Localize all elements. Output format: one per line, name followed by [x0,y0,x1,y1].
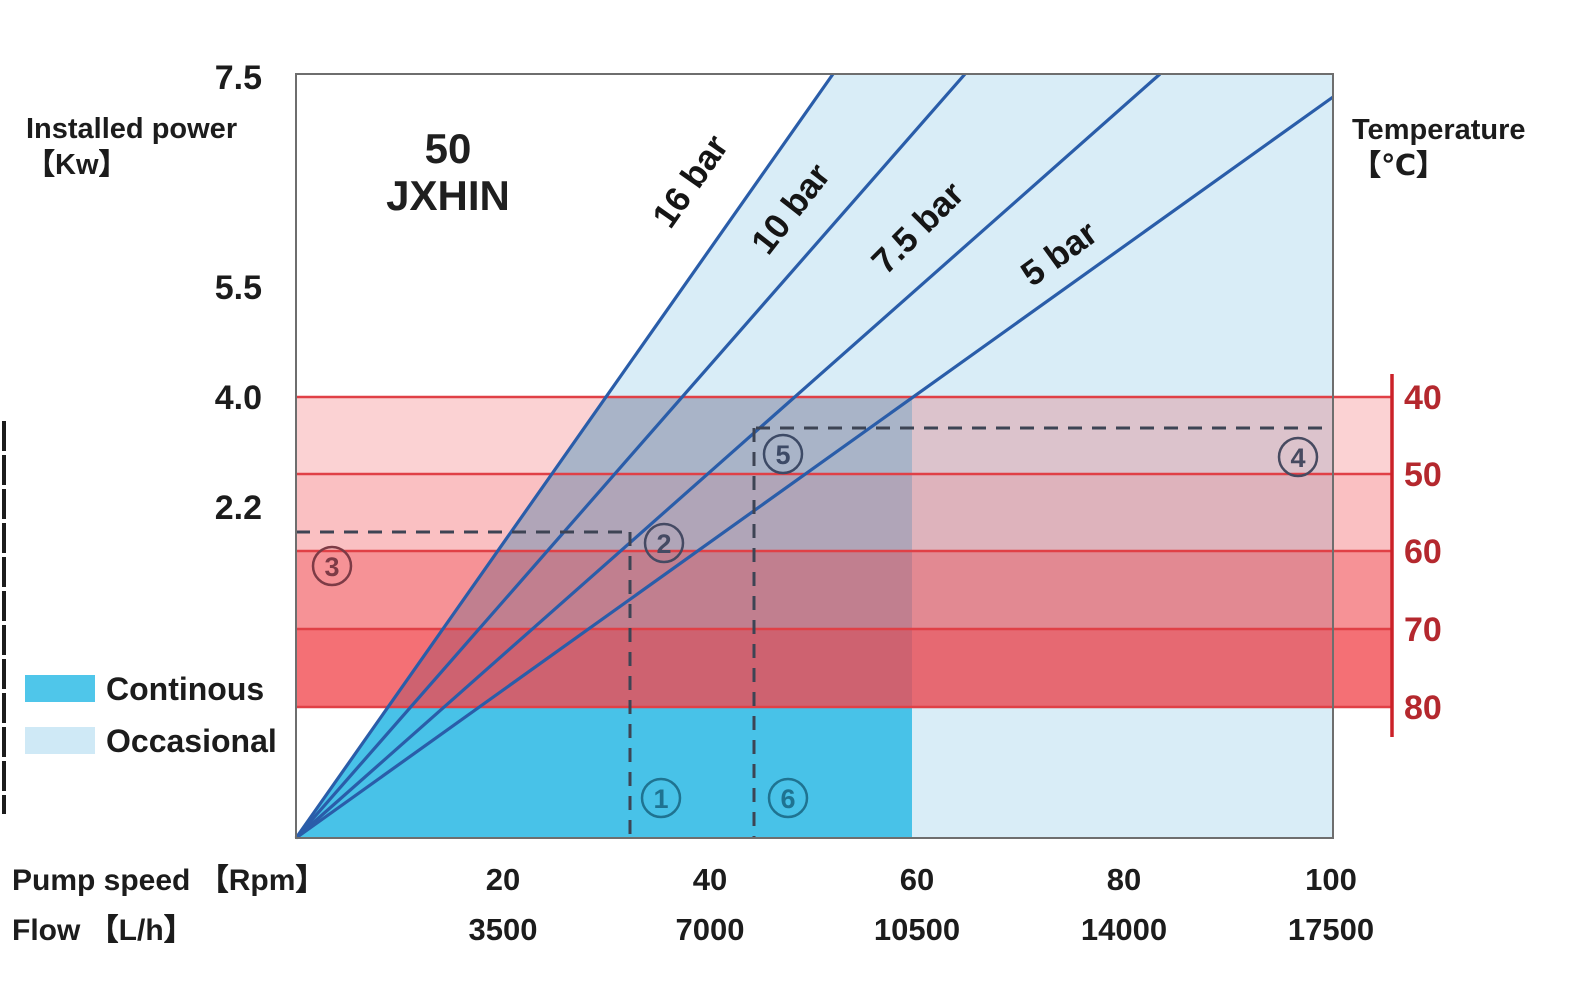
speed-axis-label: Pump speed 【Rpm】 [12,864,325,897]
marker-5: 5 [762,433,804,475]
speed-tick-80: 80 [1107,862,1141,897]
marker-1-circle [640,777,682,819]
speed-tick-20: 20 [486,862,520,897]
legend-label-occasional: Occasional [106,723,277,759]
temp-tick-80: 80 [1404,689,1442,727]
legend-swatch-continuous [25,675,95,702]
power-tick-4-0: 4.0 [215,379,262,417]
temp-band-70-80 [296,629,1392,707]
power-tick-2-2: 2.2 [215,489,262,527]
chart-title-line2: JXHIN [386,172,510,219]
marker-1: 1 [640,777,682,819]
flow-tick-7000: 7000 [676,912,745,947]
curve-10bar [294,72,967,840]
marker-3-number: 3 [324,552,339,582]
speed-tick-100: 100 [1305,862,1357,897]
temp-band-40-50 [296,397,1392,474]
legend: Continous Occasional [25,671,277,759]
marker-2-circle [643,522,685,564]
chart-title-line1: 50 [425,125,472,172]
marker-5-circle [762,433,804,475]
curve-5bar [295,95,1334,840]
flow-tick-10500: 10500 [874,912,960,947]
temp-band-60-70 [296,551,1392,629]
flow-axis-label: Flow 【L/h】 [12,914,194,947]
marker-6: 6 [767,777,809,819]
curve-label-16bar: 16 bar [645,128,736,235]
temp-tick-70: 70 [1404,611,1442,649]
curve-7-5bar [294,72,1162,840]
temp-tick-40: 40 [1404,379,1442,417]
flow-tick-14000: 14000 [1081,912,1167,947]
flow-tick-3500: 3500 [469,912,538,947]
speed-tick-60: 60 [900,862,934,897]
marker-6-number: 6 [780,784,795,814]
flow-tick-17500: 17500 [1288,912,1374,947]
power-tick-5-5: 5.5 [215,269,262,307]
legend-swatch-occasional [25,727,95,754]
curve-16bar [294,73,835,839]
legend-label-continuous: Continous [106,671,264,707]
marker-4-number: 4 [1290,443,1305,473]
marker-2: 2 [643,522,685,564]
temp-axis-label-line1: Temperature [1352,114,1526,146]
power-tick-7-5: 7.5 [215,59,262,97]
marker-5-number: 5 [775,440,790,470]
marker-3-circle [311,545,353,587]
marker-6-circle [767,777,809,819]
marker-4: 4 [1277,436,1319,478]
temp-axis-label-line2: 【℃】 [1352,149,1445,182]
marker-3: 3 [311,545,353,587]
power-axis-label-line2: 【Kw】 [26,148,128,181]
temp-tick-50: 50 [1404,456,1442,494]
speed-tick-40: 40 [693,862,727,897]
zone-continuous-lower [296,708,912,838]
marker-2-number: 2 [656,529,671,559]
marker-4-circle [1277,436,1319,478]
temp-tick-60: 60 [1404,533,1442,571]
temp-band-50-60 [296,474,1392,551]
power-axis-label-line1: Installed power [26,113,237,145]
plot-border [295,73,1334,839]
marker-1-number: 1 [653,784,668,814]
